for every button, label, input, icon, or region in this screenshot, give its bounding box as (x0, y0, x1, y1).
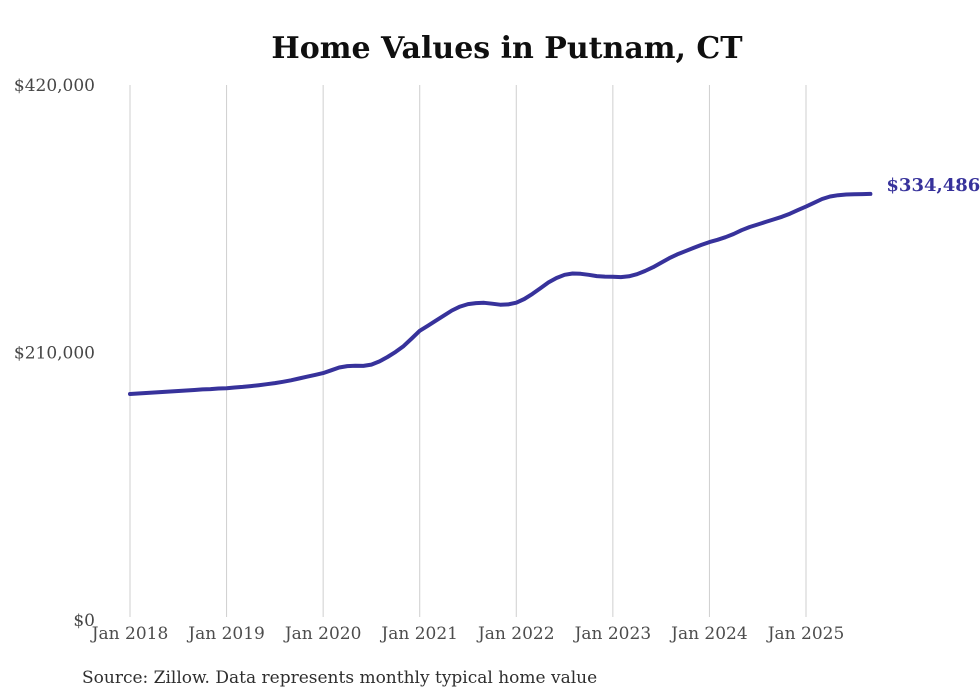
x-axis-tick-labels: Jan 2018 Jan 2019 Jan 2020 Jan 2021 Jan 2022… (90, 624, 845, 644)
x-tick-label: Jan 2024 (669, 624, 748, 644)
y-tick-label: $210,000 (14, 344, 95, 364)
x-tick-label: Jan 2025 (766, 624, 845, 644)
y-tick-label: $420,000 (14, 76, 95, 96)
chart-title: Home Values in Putnam, CT (271, 31, 743, 66)
home-value-line-series (128, 191, 873, 396)
source-note: Source: Zillow. Data represents monthly … (82, 668, 597, 688)
y-axis-tick-labels: $0 $210,000 $420,000 (14, 76, 95, 631)
x-tick-label: Jan 2019 (186, 624, 265, 644)
latest-value-label: $334,486 (886, 175, 980, 196)
vertical-gridlines (129, 85, 807, 617)
x-tick-label: Jan 2018 (90, 624, 169, 644)
y-tick-label: $0 (73, 611, 95, 631)
x-tick-label: Jan 2023 (573, 624, 652, 644)
x-tick-label: Jan 2021 (379, 624, 458, 644)
x-tick-label: Jan 2022 (476, 624, 555, 644)
x-tick-label: Jan 2020 (283, 624, 362, 644)
